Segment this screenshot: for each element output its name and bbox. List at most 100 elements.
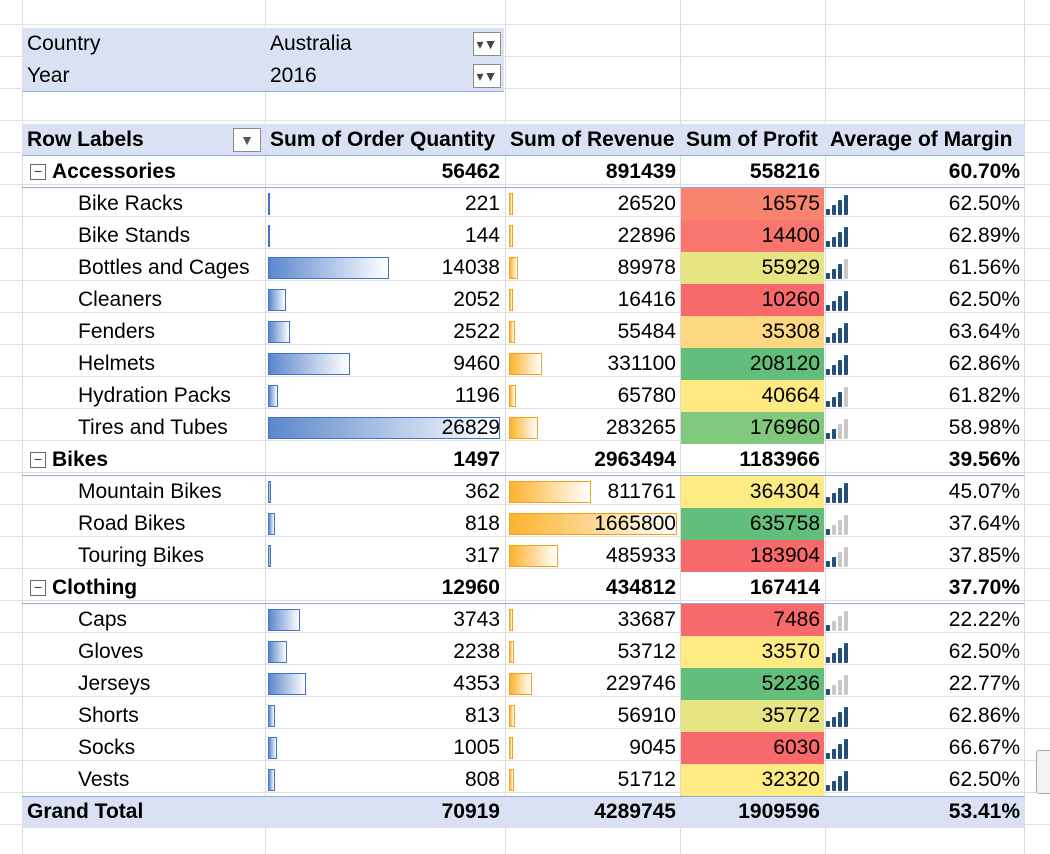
profit-value: 635758	[749, 512, 820, 535]
filter-value-year[interactable]: 2016	[270, 64, 317, 87]
quantity-value: 4353	[453, 672, 500, 695]
quantity-data-bar	[268, 545, 271, 567]
country-filter-button[interactable]: ▾▼	[473, 32, 501, 56]
signal-bar	[844, 771, 848, 791]
margin-value: 62.86%	[948, 352, 1020, 375]
revenue-data-bar	[509, 193, 513, 215]
row-label[interactable]: Gloves	[78, 640, 144, 663]
signal-bar	[844, 355, 848, 375]
revenue-value: 89978	[617, 256, 676, 279]
row-label[interactable]: Cleaners	[78, 288, 163, 311]
quantity-data-bar	[268, 353, 350, 375]
collapse-minus-icon[interactable]: −	[30, 164, 46, 180]
revenue-value: 229746	[605, 672, 676, 695]
signal-bar	[832, 685, 836, 695]
profit-value: 35308	[761, 320, 820, 343]
row-label[interactable]: Touring Bikes	[78, 544, 205, 567]
signal-bars-icon	[826, 705, 856, 727]
profit-color-scale-fill	[681, 764, 824, 796]
quantity-value: 144	[464, 224, 500, 247]
signal-bar	[844, 227, 848, 247]
grid-row-line	[0, 216, 1050, 217]
group-label[interactable]: Clothing	[52, 576, 138, 599]
row-label[interactable]: Hydration Packs	[78, 384, 231, 407]
signal-bar	[844, 707, 848, 727]
row-label[interactable]: Jerseys	[78, 672, 151, 695]
signal-bar	[826, 785, 830, 791]
signal-bar	[844, 675, 848, 695]
row-label[interactable]: Helmets	[78, 352, 156, 375]
profit-color-scale-fill	[681, 508, 824, 540]
row-label[interactable]: Bike Stands	[78, 224, 191, 247]
paste-options-icon[interactable]	[1036, 750, 1050, 794]
profit-value: 10260	[761, 288, 820, 311]
revenue-value: 9045	[629, 736, 676, 759]
collapse-minus-icon[interactable]: −	[30, 580, 46, 596]
row-label[interactable]: Caps	[78, 608, 128, 631]
row-label[interactable]: Mountain Bikes	[78, 480, 222, 503]
row-labels-dropdown-button[interactable]: ▼	[233, 128, 261, 152]
group-label[interactable]: Bikes	[52, 448, 109, 471]
row-label[interactable]: Fenders	[78, 320, 156, 343]
row-label[interactable]: Vests	[78, 768, 130, 791]
margin-value: 58.98%	[948, 416, 1020, 439]
row-label[interactable]: Socks	[78, 736, 136, 759]
profit-color-scale-fill	[681, 636, 824, 668]
year-filter-button[interactable]: ▾▼	[473, 64, 501, 88]
quantity-value: 813	[464, 704, 500, 727]
header-bottom-border	[22, 155, 1024, 156]
margin-value: 62.50%	[948, 288, 1020, 311]
signal-bar	[826, 657, 830, 663]
revenue-data-bar	[509, 609, 513, 631]
grid-row-line	[0, 88, 1050, 89]
profit-color-scale-fill	[681, 604, 824, 636]
row-label[interactable]: Bottles and Cages	[78, 256, 250, 279]
filter-icon: ▾▼	[476, 36, 498, 52]
revenue-value: 65780	[617, 384, 676, 407]
header-order-quantity: Sum of Order Quantity	[270, 128, 496, 151]
quantity-value: 2052	[453, 288, 500, 311]
profit-value: 35772	[761, 704, 820, 727]
group-revenue: 2963494	[594, 448, 676, 471]
profit-value: 176960	[749, 416, 820, 439]
signal-bar	[826, 721, 830, 727]
profit-value: 14400	[761, 224, 820, 247]
revenue-value: 56910	[617, 704, 676, 727]
margin-value: 66.67%	[948, 736, 1020, 759]
signal-bar	[832, 653, 836, 663]
row-label[interactable]: Shorts	[78, 704, 139, 727]
grid-row-line	[0, 664, 1050, 665]
margin-value: 22.77%	[948, 672, 1020, 695]
group-label[interactable]: Accessories	[52, 160, 176, 183]
grid-column-line	[265, 0, 266, 854]
row-label[interactable]: Bike Racks	[78, 192, 184, 215]
revenue-data-bar	[509, 321, 515, 343]
group-profit: 167414	[749, 576, 820, 599]
grid-row-line	[0, 120, 1050, 121]
row-label[interactable]: Tires and Tubes	[78, 416, 228, 439]
filter-bottom-border	[22, 91, 504, 92]
grid-row-line	[0, 568, 1050, 569]
row-label[interactable]: Road Bikes	[78, 512, 186, 535]
signal-bars-icon	[826, 641, 856, 663]
quantity-value: 808	[464, 768, 500, 791]
signal-bar	[844, 291, 848, 311]
grand-total-margin: 53.41%	[948, 800, 1020, 823]
revenue-value: 283265	[605, 416, 676, 439]
group-margin: 60.70%	[948, 160, 1020, 183]
revenue-value: 331100	[607, 352, 676, 375]
signal-bar	[838, 552, 842, 567]
collapse-minus-icon[interactable]: −	[30, 452, 46, 468]
filter-value-country[interactable]: Australia	[270, 32, 352, 55]
quantity-data-bar	[268, 705, 275, 727]
margin-value: 62.86%	[948, 704, 1020, 727]
signal-bar	[838, 520, 842, 535]
revenue-data-bar	[509, 257, 518, 279]
revenue-data-bar	[509, 545, 558, 567]
profit-color-scale-fill	[681, 668, 824, 700]
signal-bar	[844, 387, 848, 407]
signal-bars-icon	[826, 673, 856, 695]
header-revenue: Sum of Revenue	[510, 128, 675, 151]
revenue-data-bar	[509, 641, 514, 663]
signal-bar	[832, 301, 836, 311]
